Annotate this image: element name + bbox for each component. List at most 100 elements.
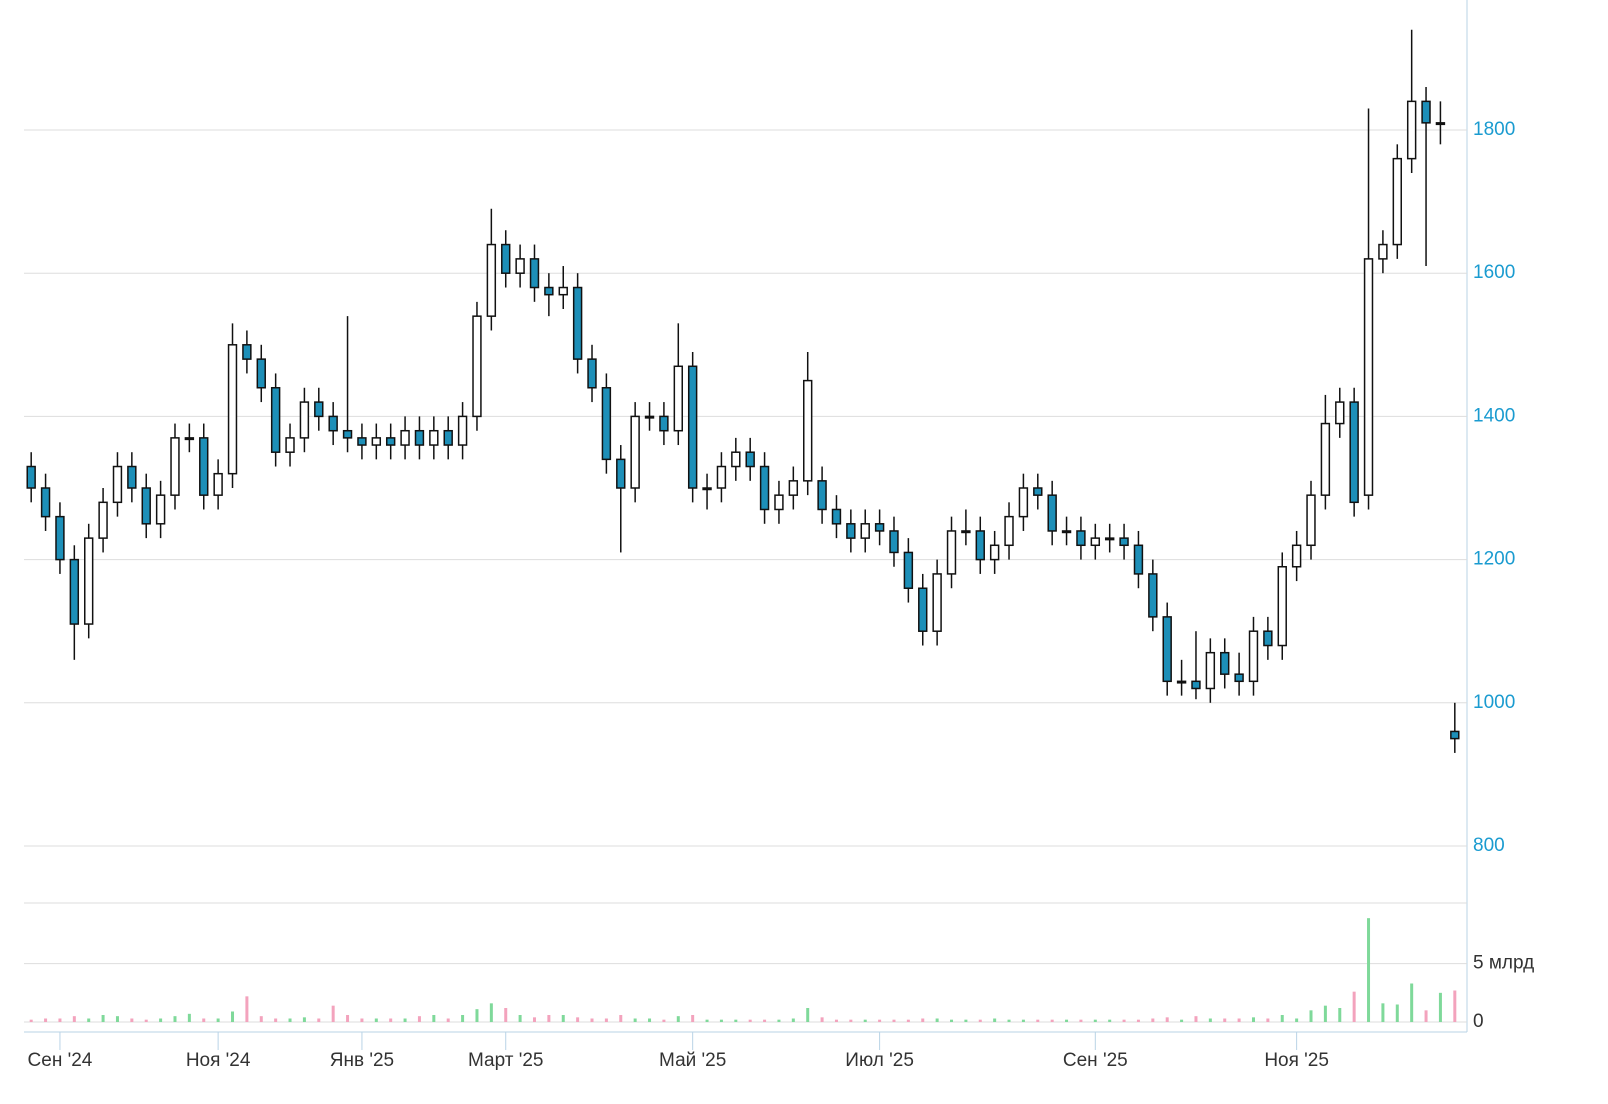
candle-body (558, 286, 568, 296)
candle-body (788, 480, 799, 496)
volume-bar (921, 1018, 925, 1022)
x-tick-label: Март '25 (468, 1050, 544, 1071)
volume-bar (1309, 1010, 1313, 1022)
volume-bar (648, 1018, 652, 1022)
candle-body (803, 379, 813, 482)
candle-body (946, 530, 957, 575)
candle-body (213, 472, 223, 496)
volume-bar (1381, 1003, 1385, 1022)
volume-bar (144, 1019, 148, 1022)
candle-body (457, 415, 468, 446)
volume-bar (849, 1019, 853, 1022)
volume-bar (1122, 1019, 1126, 1022)
candle-body (472, 315, 482, 418)
volume-bar (791, 1018, 795, 1022)
candle-body (1234, 673, 1244, 683)
volume-bar (202, 1018, 206, 1022)
candle-body (601, 387, 612, 461)
volume-bar (964, 1019, 968, 1022)
candle-body (342, 429, 353, 439)
volume-bar (130, 1018, 134, 1022)
candle-body (1176, 680, 1187, 684)
volume-bar (1065, 1019, 1069, 1022)
candle-body (1090, 537, 1101, 547)
volume-bar (993, 1018, 997, 1022)
volume-bar (777, 1019, 781, 1022)
volume-bar (1295, 1018, 1299, 1022)
volume-bar (878, 1019, 882, 1022)
candle-body (1335, 401, 1345, 425)
volume-bar (1079, 1019, 1083, 1022)
candle-body (371, 437, 382, 446)
volume-bar (1367, 918, 1371, 1022)
volume-bar (1151, 1018, 1155, 1022)
volume-bar (719, 1019, 723, 1022)
volume-bar (561, 1015, 565, 1022)
y-tick-label: 1600 (1473, 262, 1515, 283)
volume-bar (389, 1018, 393, 1022)
candle-body (1291, 544, 1302, 568)
candle-body (1378, 243, 1388, 260)
candle-body (400, 429, 410, 446)
volume-bar (734, 1019, 738, 1022)
volume-bar (1180, 1019, 1184, 1022)
volume-bar (360, 1018, 364, 1022)
candle-body (903, 551, 914, 589)
volume-bar (1165, 1017, 1169, 1022)
volume-bar (1251, 1017, 1255, 1022)
candle-body (774, 494, 784, 511)
volume-bar (58, 1018, 62, 1022)
volume-bar (1338, 1008, 1342, 1022)
candle-body (227, 344, 238, 475)
candle-body (630, 415, 640, 489)
y2-tick-label: 0 (1473, 1011, 1484, 1032)
candle-body (515, 258, 525, 274)
y-tick-label: 1200 (1473, 549, 1515, 570)
volume-bar (1237, 1018, 1241, 1022)
candle-body (385, 437, 396, 446)
candle-body (429, 429, 439, 446)
volume-bar (432, 1015, 436, 1022)
candle-body (1162, 616, 1172, 683)
volume-bar (1323, 1005, 1327, 1022)
candle-body (687, 365, 698, 489)
candle-body (270, 387, 281, 453)
volume-bar (576, 1017, 580, 1022)
candle-body (759, 465, 770, 511)
volume-bar (1007, 1019, 1011, 1022)
volume-bar (317, 1018, 321, 1022)
volume-bar (115, 1016, 119, 1022)
volume-bar (29, 1019, 33, 1022)
candle-body (932, 573, 942, 632)
volume-bar (216, 1018, 220, 1022)
candle-body (184, 437, 195, 441)
candle-body (874, 523, 885, 532)
volume-bar (173, 1016, 177, 1022)
candle-body (414, 429, 425, 446)
candle-body (544, 286, 554, 296)
volume-bar (1021, 1019, 1025, 1022)
candle-body (702, 487, 712, 491)
volume-bar (1093, 1019, 1097, 1022)
volume-bar (935, 1018, 939, 1022)
candle-body (831, 508, 842, 525)
volume-bar (1280, 1015, 1284, 1022)
y-tick-label: 1800 (1473, 119, 1515, 140)
x-tick-label: Ноя '24 (186, 1050, 251, 1071)
candle-body (314, 401, 324, 418)
volume-bar (417, 1016, 421, 1022)
volume-bar (691, 1015, 695, 1022)
candle-body (1148, 573, 1158, 618)
candle-body (127, 465, 137, 489)
volume-bar (446, 1018, 450, 1022)
candle-body (26, 465, 36, 489)
volume-bar (532, 1017, 536, 1022)
x-tick-label: Ноя '25 (1264, 1050, 1329, 1071)
candle-body (486, 243, 497, 317)
candle-body (443, 429, 453, 446)
volume-bar (1395, 1004, 1399, 1022)
volume-bar (906, 1019, 910, 1022)
volume-bar (475, 1009, 479, 1022)
candle-body (572, 286, 583, 360)
candle-body (975, 530, 985, 561)
